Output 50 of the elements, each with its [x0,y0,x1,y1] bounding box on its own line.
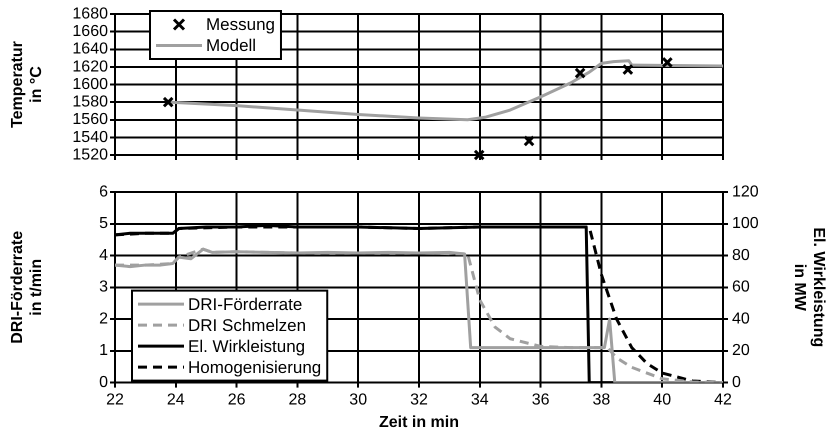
y-tick-label: 1520 [72,146,108,164]
legend-label: El. Wirkleistung [188,336,306,356]
y-tick-label: 0 [99,374,108,392]
y-tick-label: 1660 [72,23,108,40]
y-axis-title: Temperatur in °C [9,41,46,128]
point [473,149,485,161]
point [523,135,535,147]
x-tick-label: 24 [166,392,185,409]
x-tick-label: 38 [592,392,610,409]
x-tick-label: 30 [349,392,368,409]
y-tick-label: 1620 [72,58,108,76]
y2-tick-label: 40 [732,310,750,328]
legend-label: DRI-Förderrate [188,294,302,314]
point [162,96,174,108]
y-tick-label: 6 [99,183,108,200]
y-tick-label: 2 [99,310,108,328]
x-tick-label: 34 [470,392,489,409]
y-tick-label: 1580 [72,94,108,111]
point [662,56,674,68]
x-tick-label: 26 [228,392,246,409]
y-tick-label: 3 [99,278,108,296]
y2-axis-title: El. Wirkleistung in MW [790,227,827,348]
x-tick-label: 28 [288,392,306,409]
x-tick-label: 22 [106,392,124,409]
y2-tick-label: 80 [732,246,750,264]
x-tick-label: 40 [653,392,672,409]
y-tick-label: 4 [99,246,108,264]
legend-label: Homogenisierung [188,358,322,377]
legend-label: Messung [206,15,275,34]
y-tick-label: 1640 [72,40,108,58]
point [622,64,634,76]
y-tick-label: 5 [99,215,108,232]
y2-tick-label: 100 [732,215,759,232]
y2-tick-label: 20 [732,342,750,360]
point [574,67,586,79]
y-tick-label: 1600 [72,76,108,93]
y-tick-label: 1 [99,342,108,360]
y-axis-title: DRI-Förderrate in t/min [9,230,46,344]
y-tick-label: 1540 [72,128,108,146]
y2-tick-label: 0 [732,374,741,392]
x-tick-label: 36 [532,392,550,409]
y-tick-label: 1560 [72,111,108,128]
x-tick-label: 32 [410,392,428,409]
legend-label: Modell [206,36,256,56]
y2-tick-label: 60 [732,278,750,296]
x-axis-title: Zeit in min [379,414,459,431]
legend-label: DRI Schmelzen [188,316,306,335]
y2-tick-label: 120 [732,183,759,200]
x-tick-label: 42 [714,392,732,409]
y-tick-label: 1680 [72,5,108,22]
